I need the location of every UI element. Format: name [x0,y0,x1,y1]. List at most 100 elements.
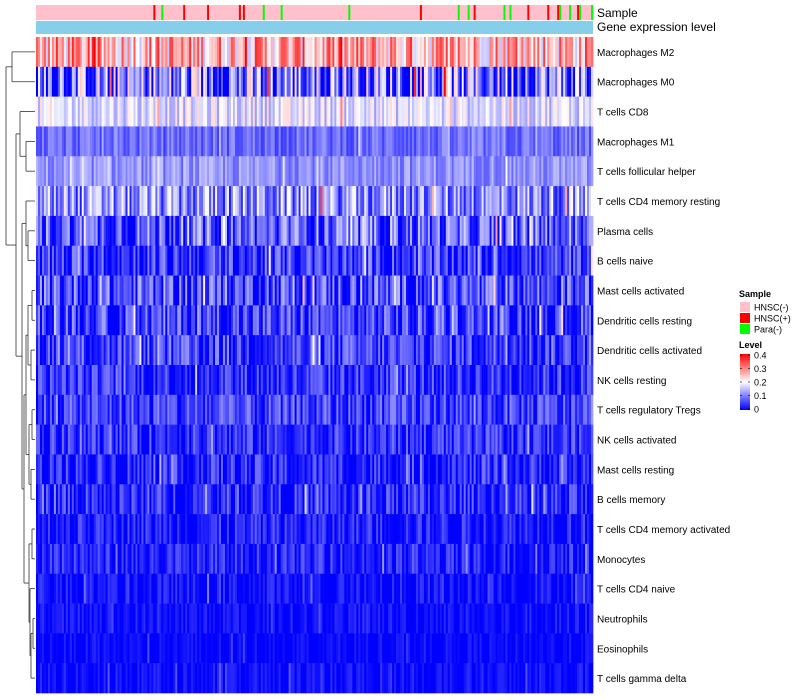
heatmap-cell [356,394,359,425]
heatmap-cell [65,66,69,97]
heatmap-cell [421,365,425,396]
heatmap-cell [304,484,307,515]
heatmap-cell [557,126,560,157]
heatmap-cell [483,305,486,336]
heatmap-cell [360,66,363,97]
heatmap-cell [270,156,274,187]
heatmap-cell [334,66,337,97]
heatmap-cell [366,215,369,247]
heatmap-cell [179,96,182,127]
heatmap-cell [459,365,463,396]
sample-cell [501,5,504,20]
heatmap-cell [408,37,411,68]
heatmap-cell [567,186,570,217]
heatmap-cell [310,37,313,68]
heatmap-cell [583,156,586,187]
heatmap-cell [511,394,514,425]
heatmap-cell [479,275,482,306]
heatmap-cell [559,484,562,515]
heatmap-cell [326,454,329,485]
heatmap-cell [159,66,162,97]
heatmap-cell [469,335,472,366]
heatmap-cell [380,275,383,306]
heatmap-cell [272,484,276,515]
heatmap-cell [523,186,526,217]
heatmap-cell [384,424,387,455]
heatmap-cell [549,126,552,157]
heatmap-cell [179,37,182,68]
heatmap-cell [191,37,194,68]
heatmap-cell [81,66,85,97]
heatmap-cell [415,454,419,485]
heatmap-cell [431,37,435,68]
heatmap-cell [282,156,286,187]
heatmap-cell [388,365,391,396]
heatmap-cell [45,215,49,247]
heatmap-cell [39,275,43,306]
heatmap-cell [219,126,222,157]
heatmap-cell [487,335,490,366]
heatmap-cell [581,484,584,515]
heatmap-cell [105,37,108,68]
heatmap-cell [137,126,140,157]
heatmap-cell [505,156,508,187]
sample-cell [435,5,439,20]
heatmap-cell [461,126,465,157]
heatmap-cell [380,335,383,366]
heatmap-cell [266,275,270,306]
heatmap-cell [485,335,488,366]
heatmap-cell [171,335,174,366]
heatmap-cell [541,126,544,157]
heatmap-cell [475,394,478,425]
heatmap-cell [75,96,79,127]
heatmap-cell [360,335,363,366]
heatmap-cell [555,215,558,247]
heatmap-cell [352,66,355,97]
heatmap-cell [497,96,500,127]
heatmap-cell [507,454,510,485]
heatmap-cell [45,186,49,217]
heatmap-cell [139,305,142,336]
heatmap-cell [103,215,106,247]
heatmap-cell [571,245,574,276]
heatmap-cell [581,335,584,366]
heatmap-cell [155,215,158,247]
heatmap-cell [497,365,500,396]
heatmap-cell [459,394,463,425]
heatmap-cell [340,424,343,455]
heatmap-cell [286,365,289,396]
heatmap-cell [222,484,226,515]
heatmap-cell [579,454,582,485]
heatmap-cell [314,305,317,336]
heatmap-cell [314,365,317,396]
heatmap-cell [121,484,124,515]
heatmap-cell [77,66,81,97]
heatmap-cell [248,424,252,455]
heatmap-cell [238,96,242,127]
heatmap-cell [137,186,140,217]
heatmap-cell [453,424,457,455]
heatmap-cell [549,37,552,68]
heatmap-cell [328,215,331,247]
heatmap-cell [254,37,258,68]
heatmap-cell [433,215,437,247]
heatmap-cell [278,394,282,425]
heatmap-cell [105,186,108,217]
sample-cell [461,5,464,20]
heatmap-cell [368,424,371,455]
heatmap-cell [477,454,480,485]
heatmap-cell [230,96,234,127]
heatmap-cell [445,215,449,247]
heatmap-cell [306,305,309,336]
heatmap-cell [481,37,484,68]
sample-cell [185,5,188,20]
heatmap-cell [256,305,260,336]
heatmap-cell [203,245,206,276]
heatmap-cell [445,335,449,366]
heatmap-cell [565,335,568,366]
heatmap-cell [111,335,114,366]
heatmap-cell [354,514,357,545]
heatmap-cell [234,394,238,425]
heatmap-cell [342,245,345,276]
heatmap-cell [258,245,262,276]
